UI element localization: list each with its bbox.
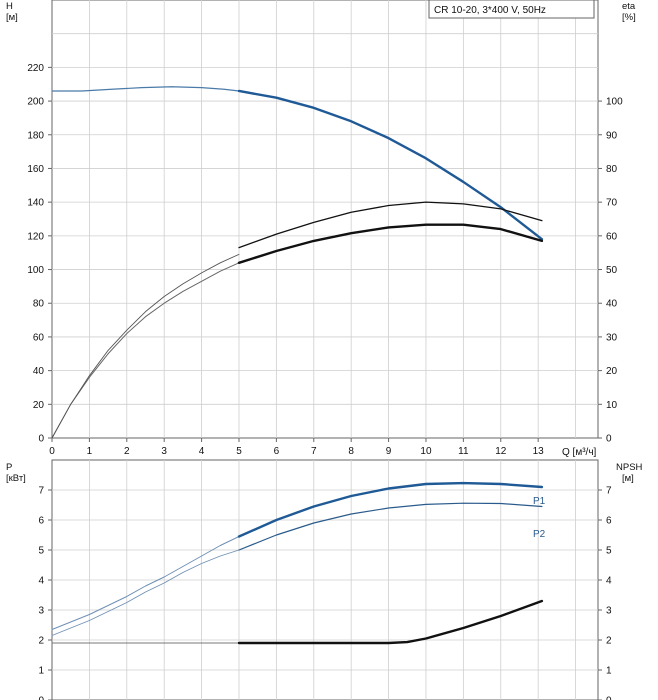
- series-line-1: [237, 481, 544, 538]
- y-tick-label: 7: [38, 486, 44, 497]
- eta-axis-label: eta [%]: [622, 1, 638, 23]
- y-right-tick-label: 0: [606, 696, 612, 700]
- series-line-2: [51, 549, 240, 636]
- x-tick-label: 12: [495, 446, 507, 457]
- y-tick-label: 80: [33, 299, 45, 310]
- y-tick-label: 5: [38, 546, 44, 557]
- bottom-left-tick-labels: 0 1 2 3 4 5 6 7: [38, 486, 52, 700]
- x-tick-labels: 0 1 2 3 4 5 6 7 8 9 10 11 12 13: [49, 438, 544, 457]
- y-tick-label: 180: [27, 130, 44, 141]
- x-tick-label: 13: [533, 446, 545, 457]
- y-right-tick-label: 0: [606, 434, 612, 445]
- y-tick-label: 4: [38, 576, 44, 587]
- y-right-tick-label: 60: [606, 231, 618, 242]
- y-right-tick-label: 7: [606, 486, 612, 497]
- series-line-5: [238, 201, 543, 249]
- y-tick-label: 220: [27, 63, 44, 74]
- x-tick-label: 1: [87, 446, 93, 457]
- y-right-tick-label: 50: [606, 265, 618, 276]
- y-right-tick-label: 2: [606, 636, 612, 647]
- x-tick-label: 11: [458, 446, 469, 457]
- y-tick-label: 100: [27, 265, 44, 276]
- head-axis-label: H [м]: [6, 1, 18, 23]
- x-tick-label: 2: [124, 446, 130, 457]
- y-right-tick-label: 80: [606, 164, 618, 175]
- series-line-3: [238, 502, 543, 551]
- series-label-p1: P1: [533, 496, 546, 507]
- y-tick-label: 20: [33, 400, 45, 411]
- y-right-tick-label: 5: [606, 546, 612, 557]
- top-grid: [52, 0, 598, 438]
- y-right-tick-label: 10: [606, 400, 618, 411]
- y-right-tick-label: 90: [606, 130, 618, 141]
- series-line-0: [51, 536, 240, 630]
- top-series: [51, 86, 544, 439]
- y-right-tick-label: 30: [606, 332, 618, 343]
- series-line-2: [51, 262, 240, 439]
- power-axis-label: P [кВт]: [6, 462, 26, 484]
- x-tick-label: 8: [348, 446, 354, 457]
- y-tick-label: 40: [33, 366, 45, 377]
- series-line-5: [237, 599, 544, 645]
- y-right-tick-label: 70: [606, 198, 618, 209]
- x-tick-label: 7: [311, 446, 317, 457]
- y-tick-label: 6: [38, 516, 44, 527]
- bottom-series: [51, 481, 544, 645]
- y-tick-label: 200: [27, 97, 44, 108]
- flow-axis-label: Q [м³/ч]: [562, 447, 597, 458]
- x-tick-label: 0: [49, 446, 55, 457]
- bottom-right-tick-labels: 0 1 2 3 4 5 6 7: [598, 486, 612, 700]
- series-line-3: [237, 223, 544, 264]
- y-tick-label: 140: [27, 198, 44, 209]
- x-tick-label: 3: [161, 446, 167, 457]
- series-line-4: [51, 253, 240, 439]
- y-tick-label: 160: [27, 164, 44, 175]
- y-tick-label: 0: [38, 696, 44, 700]
- npsh-axis-label: NPSH [м]: [616, 462, 645, 484]
- series-line-1: [237, 89, 544, 241]
- title-box: [428, 0, 595, 19]
- y-right-tick-label: 40: [606, 299, 618, 310]
- x-tick-label: 5: [236, 446, 242, 457]
- y-tick-label: 3: [38, 606, 44, 617]
- y-right-tick-label: 1: [606, 666, 612, 677]
- y-tick-label: 60: [33, 332, 45, 343]
- chart-title: CR 10-20, 3*400 V, 50Hz: [434, 5, 546, 16]
- y-tick-label: 2: [38, 636, 44, 647]
- y-tick-label: 120: [27, 231, 44, 242]
- y-right-tick-label: 20: [606, 366, 618, 377]
- bottom-grid: [52, 460, 598, 700]
- x-tick-label: 9: [386, 446, 392, 457]
- y-right-tick-label: 6: [606, 516, 612, 527]
- top-right-tick-labels: 0 10 20 30 40 50 60 70 80 90 100: [598, 97, 623, 445]
- x-tick-label: 10: [420, 446, 432, 457]
- y-right-tick-label: 4: [606, 576, 612, 587]
- series-label-p2: P2: [533, 529, 546, 540]
- y-right-tick-label: 3: [606, 606, 612, 617]
- top-left-tick-labels: 0 20 40 60 80 100 120 140 160 180 200 220: [27, 63, 52, 445]
- y-tick-label: 0: [38, 434, 44, 445]
- y-right-tick-label: 100: [606, 97, 623, 108]
- series-line-0: [51, 86, 240, 92]
- x-tick-label: 6: [274, 446, 280, 457]
- power-npsh-panel: 0 1 2 3 4 5 6 7 0 1 2 3 4 5 6 7 P [кВт] NPSH [м] P1 P2: [6, 459, 645, 700]
- x-tick-label: 4: [199, 446, 205, 457]
- y-tick-label: 1: [38, 666, 44, 677]
